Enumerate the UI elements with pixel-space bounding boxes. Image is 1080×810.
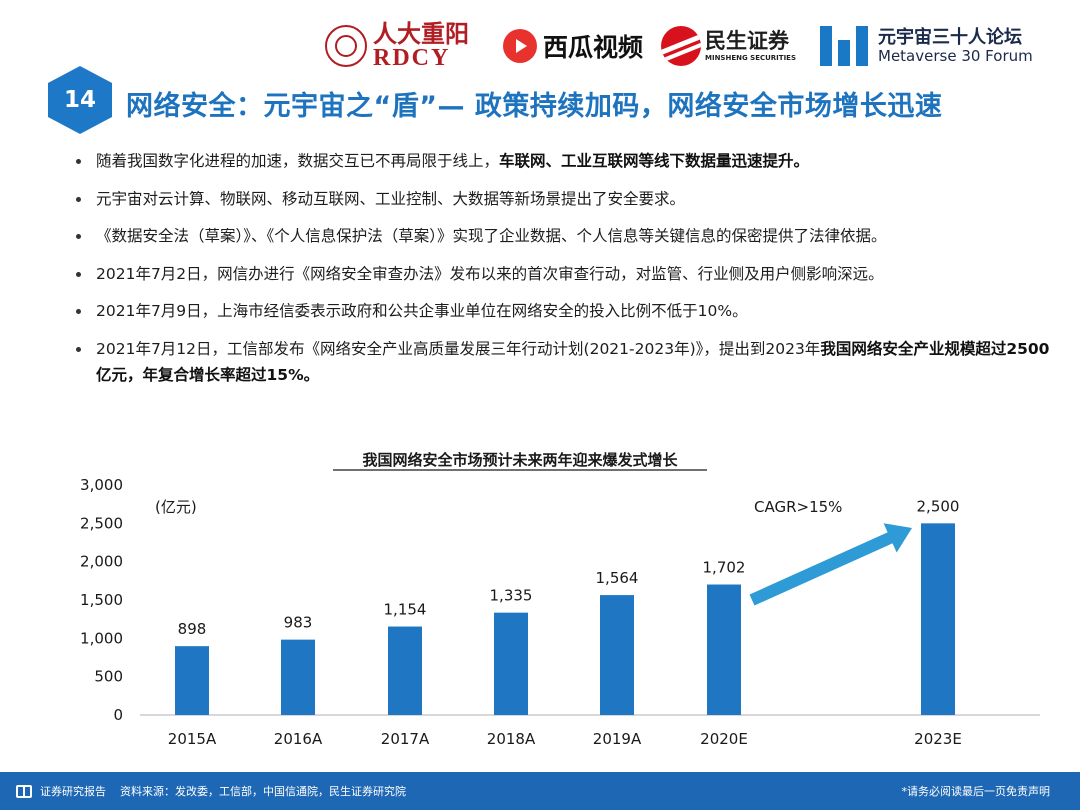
page-number-badge: 14 xyxy=(48,66,112,134)
minsheng-logo-cn: 民生证券 xyxy=(705,28,789,53)
cagr-arrow-head xyxy=(883,523,913,553)
metaverse-m-icon xyxy=(820,26,868,66)
y-tick-label: 1,000 xyxy=(80,629,123,647)
bar-value-label: 1,335 xyxy=(490,587,533,605)
bar-chart: 我国网络安全市场预计未来两年迎来爆发式增长 0 500 1,000 1,500 2,000… xyxy=(0,440,1080,760)
bar xyxy=(281,639,315,715)
cagr-arrow-shaft xyxy=(749,531,895,606)
y-tick-label: 500 xyxy=(94,668,123,686)
footer-disclaimer: *请务必阅读最后一页免责声明 xyxy=(901,785,1051,798)
rdcy-logo-en: RDCY xyxy=(373,45,451,71)
bar-chart-svg: 我国网络安全市场预计未来两年迎来爆发式增长 0 500 1,000 1,500 2,000… xyxy=(80,451,1040,748)
bar-value-label: 2,500 xyxy=(917,497,960,515)
x-tick-label: 2018A xyxy=(487,730,536,748)
rdcy-seal-icon xyxy=(325,25,367,67)
y-unit-label: (亿元) xyxy=(155,498,197,516)
y-tick-label: 0 xyxy=(113,706,123,724)
bullet-item: 2021年7月2日，网信办进行《网络安全审查办法》发布以来的首次审查行动，对监管… xyxy=(72,261,1062,287)
x-tick-label: 2015A xyxy=(168,730,217,748)
y-tick-label: 1,500 xyxy=(80,591,123,609)
metaverse-forum-logo: 元宇宙三十人论坛 Metaverse 30 Forum xyxy=(820,18,1060,74)
rdcy-logo: 人大重阳 RDCY xyxy=(325,18,495,74)
footer-source: 资料来源：发改委，工信部，中国信通院，民生证券研究院 xyxy=(120,785,406,798)
bullet-text: 元宇宙对云计算、物联网、移动互联网、工业控制、大数据等新场景提出了安全要求。 xyxy=(96,189,686,208)
bar-value-label: 898 xyxy=(178,620,207,638)
bullet-list: 随着我国数字化进程的加速，数据交互已不再局限于线上，车联网、工业互联网等线下数据… xyxy=(72,148,1062,399)
bullet-item: 《数据安全法（草案）》、《个人信息保护法（草案）》实现了企业数据、个人信息等关键… xyxy=(72,223,1062,249)
x-tick-label: 2020E xyxy=(700,730,748,748)
bullet-bold-text: 我国网络安全产业规模超过2500亿元，年复合增长率超过15%。 xyxy=(96,339,1050,384)
y-tick-label: 2,500 xyxy=(80,514,123,532)
bullet-item: 随着我国数字化进程的加速，数据交互已不再局限于线上，车联网、工业互联网等线下数据… xyxy=(72,148,1062,174)
y-tick-label: 2,000 xyxy=(80,553,123,571)
xigua-logo: 西瓜视频 xyxy=(503,18,653,74)
bar xyxy=(494,612,528,715)
y-tick-label: 3,000 xyxy=(80,476,123,494)
cagr-annotation: CAGR>15% xyxy=(754,498,842,516)
cagr-arrow xyxy=(749,523,913,606)
x-tick-label: 2016A xyxy=(274,730,323,748)
partner-logos: 人大重阳 RDCY 西瓜视频 民生证券 MINSHENG SECURITIES … xyxy=(325,18,1060,74)
footer-report-label: 证券研究报告 xyxy=(40,785,106,798)
bullet-text: 2021年7月12日，工信部发布《网络安全产业高质量发展三年行动计划(2021-… xyxy=(96,339,821,358)
bullet-bold-text: 车联网、工业互联网等线下数据量迅速提升。 xyxy=(499,152,810,170)
xigua-play-icon xyxy=(503,29,537,63)
bar-value-label: 983 xyxy=(284,614,313,632)
x-tick-label: 2017A xyxy=(381,730,430,748)
bar xyxy=(388,626,422,715)
metaverse-logo-cn: 元宇宙三十人论坛 xyxy=(878,26,1022,48)
bar xyxy=(600,595,634,715)
xigua-logo-text: 西瓜视频 xyxy=(543,33,644,62)
bar-value-label: 1,154 xyxy=(384,601,427,619)
bullet-item: 元宇宙对云计算、物联网、移动互联网、工业控制、大数据等新场景提出了安全要求。 xyxy=(72,186,1062,212)
bar-value-label: 1,702 xyxy=(703,559,746,577)
x-tick-label: 2019A xyxy=(593,730,642,748)
book-icon xyxy=(16,784,32,798)
bar xyxy=(921,523,955,715)
bar xyxy=(175,646,209,715)
bullet-item: 2021年7月12日，工信部发布《网络安全产业高质量发展三年行动计划(2021-… xyxy=(72,336,1062,388)
x-tick-label: 2023E xyxy=(914,730,962,748)
footer-bar: 证券研究报告 资料来源：发改委，工信部，中国信通院，民生证券研究院 *请务必阅读… xyxy=(0,772,1080,810)
chart-title: 我国网络安全市场预计未来两年迎来爆发式增长 xyxy=(362,451,678,469)
bullet-item: 2021年7月9日，上海市经信委表示政府和公共企事业单位在网络安全的投入比例不低… xyxy=(72,298,1062,324)
bar xyxy=(707,584,741,715)
metaverse-logo-en: Metaverse 30 Forum xyxy=(878,46,1033,65)
bar-value-label: 1,564 xyxy=(596,569,639,587)
minsheng-emblem-icon xyxy=(661,26,701,66)
minsheng-logo: 民生证券 MINSHENG SECURITIES xyxy=(661,18,811,74)
bullet-text: 2021年7月9日，上海市经信委表示政府和公共企事业单位在网络安全的投入比例不低… xyxy=(96,302,748,320)
page-title: 网络安全：元宇宙之“盾”— 政策持续加码，网络安全市场增长迅速 xyxy=(126,91,943,122)
minsheng-logo-en: MINSHENG SECURITIES xyxy=(705,53,796,62)
bullet-text: 《数据安全法（草案）》、《个人信息保护法（草案）》实现了企业数据、个人信息等关键… xyxy=(96,227,887,245)
bullet-text: 2021年7月2日，网信办进行《网络安全审查办法》发布以来的首次审查行动，对监管… xyxy=(96,264,884,283)
rdcy-logo-cn: 人大重阳 xyxy=(373,19,469,48)
bullet-text: 随着我国数字化进程的加速，数据交互已不再局限于线上， xyxy=(96,152,500,170)
